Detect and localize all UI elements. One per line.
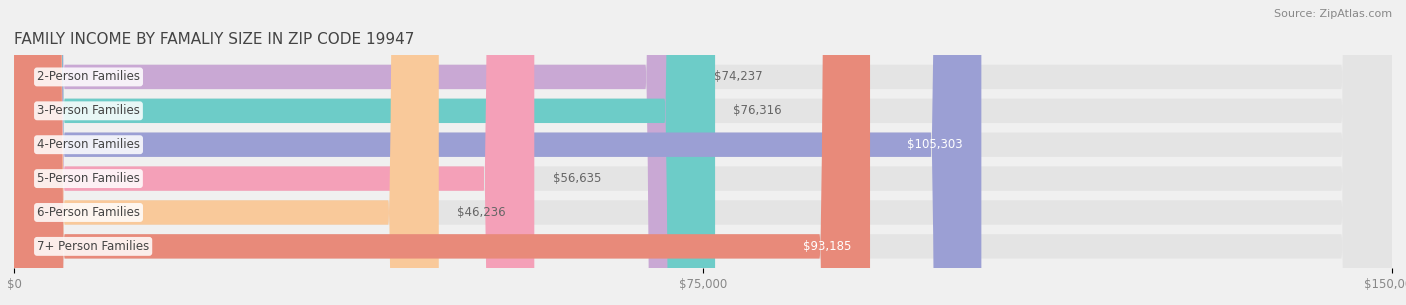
Text: 4-Person Families: 4-Person Families [37,138,141,151]
FancyBboxPatch shape [14,0,1392,305]
FancyBboxPatch shape [14,0,1392,305]
FancyBboxPatch shape [14,0,439,305]
Text: $76,316: $76,316 [734,104,782,117]
FancyBboxPatch shape [14,0,534,305]
FancyBboxPatch shape [14,0,981,305]
FancyBboxPatch shape [14,0,716,305]
FancyBboxPatch shape [14,0,1392,305]
FancyBboxPatch shape [14,0,1392,305]
Text: Source: ZipAtlas.com: Source: ZipAtlas.com [1274,9,1392,19]
Text: $74,237: $74,237 [714,70,763,84]
Text: $93,185: $93,185 [803,240,852,253]
FancyBboxPatch shape [14,0,870,305]
Text: 7+ Person Families: 7+ Person Families [37,240,149,253]
Text: 3-Person Families: 3-Person Families [37,104,141,117]
FancyBboxPatch shape [14,0,1392,305]
FancyBboxPatch shape [14,0,696,305]
Text: 5-Person Families: 5-Person Families [37,172,141,185]
Text: $105,303: $105,303 [907,138,963,151]
Text: 6-Person Families: 6-Person Families [37,206,141,219]
FancyBboxPatch shape [14,0,1392,305]
Text: FAMILY INCOME BY FAMALIY SIZE IN ZIP CODE 19947: FAMILY INCOME BY FAMALIY SIZE IN ZIP COD… [14,32,415,47]
Text: $56,635: $56,635 [553,172,600,185]
Text: $46,236: $46,236 [457,206,506,219]
Text: 2-Person Families: 2-Person Families [37,70,141,84]
